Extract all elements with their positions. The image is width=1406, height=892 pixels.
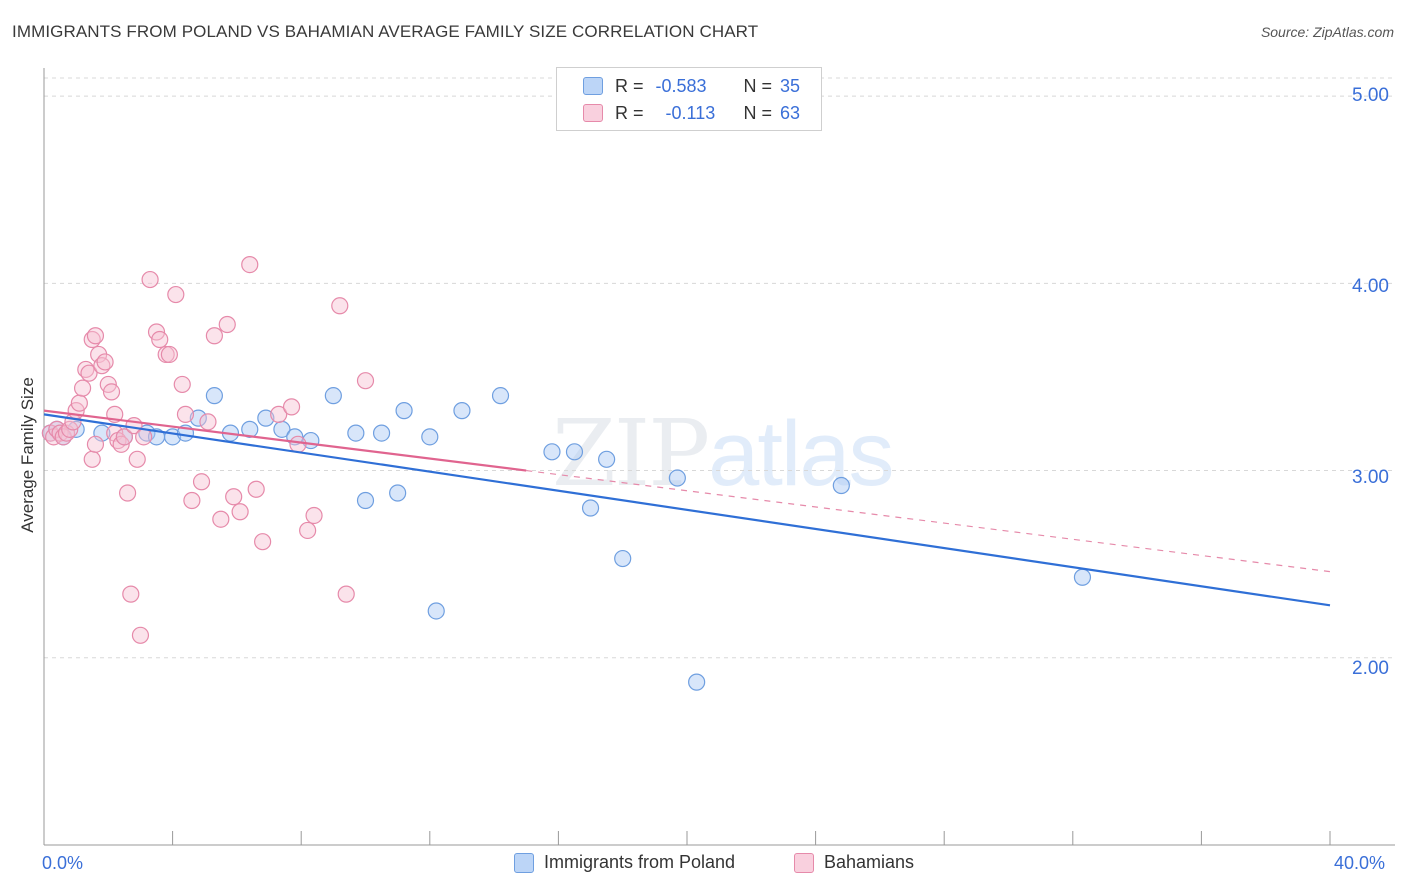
poland-point: [205, 387, 223, 405]
watermark-atlas: atlas: [708, 403, 894, 505]
poland-point: [257, 409, 275, 427]
bahamians-point: [331, 297, 349, 315]
x-tick-max: 40.0%: [1334, 853, 1386, 873]
bahamians-point: [299, 521, 317, 540]
poland-point: [389, 484, 407, 502]
poland-point: [668, 469, 686, 487]
poland-trend-line: [43, 413, 1331, 607]
bahamians-point: [231, 503, 249, 521]
bahamians-point: [86, 435, 105, 453]
poland-point: [356, 491, 375, 510]
poland-point: [421, 428, 439, 446]
poland-point: [347, 424, 365, 442]
poland-point: [832, 476, 850, 495]
r-value: -0.113: [665, 102, 716, 123]
poland-point: [581, 499, 600, 517]
y-tick-3: 3.00: [1352, 467, 1389, 488]
bahamians-point: [218, 315, 236, 334]
source-label: Source: ZipAtlas.com: [1260, 24, 1394, 40]
y-tick-2: 2.00: [1352, 658, 1389, 679]
y-tick-4: 4.00: [1352, 276, 1389, 297]
poland-point: [543, 443, 561, 461]
poland-point: [427, 602, 445, 620]
poland-point: [372, 424, 391, 442]
poland-point: [491, 387, 510, 405]
bahamians-point: [173, 375, 191, 394]
stats-legend-row-bahamians: R = -0.113 N = 63: [583, 101, 800, 125]
n-value: 63: [780, 102, 801, 123]
poland-swatch: [583, 77, 603, 95]
bahamians-trend-line: [43, 409, 527, 472]
poland-point: [688, 673, 706, 691]
bahamians-point: [83, 450, 101, 468]
bahamians-point: [80, 364, 98, 382]
bahamians-point: [86, 327, 105, 345]
bahamians-trend-extension: [526, 469, 1331, 573]
bahamians-point: [205, 327, 223, 345]
n-label: N =: [743, 75, 773, 96]
bahamians-point: [183, 491, 201, 510]
poland-point: [598, 450, 616, 468]
legend-swatch-poland: [514, 852, 534, 873]
legend-swatch-bahamians: [794, 852, 814, 873]
poland-point: [241, 420, 259, 438]
bahamians-point: [192, 473, 211, 491]
stats-legend: R = -0.583 N = 35 R = -0.113 N = 63: [556, 67, 822, 131]
bahamians-point: [135, 428, 153, 446]
poland-point: [1073, 568, 1092, 586]
bahamians-point: [247, 480, 265, 498]
n-value: 35: [780, 75, 801, 96]
poland-point: [395, 402, 413, 420]
bahamians-point: [289, 435, 307, 453]
r-label: R =: [615, 75, 644, 96]
bahamians-point: [356, 372, 375, 390]
bahamians-point: [131, 626, 150, 644]
poland-point: [189, 409, 207, 427]
x-tick-min: 0.0%: [42, 853, 84, 873]
poland-point: [565, 443, 584, 461]
bahamians-point: [118, 484, 137, 502]
y-tick-5: 5.00: [1352, 85, 1389, 106]
bahamians-point: [115, 428, 133, 446]
watermark: ZIPatlas: [552, 400, 895, 507]
bahamians-point: [122, 585, 140, 603]
legend-item-bahamians: Bahamians: [794, 852, 914, 873]
stats-legend-row-poland: R = -0.583 N = 35: [583, 74, 800, 98]
legend-label-poland: Immigrants from Poland: [544, 852, 736, 872]
bahamians-swatch: [583, 104, 603, 122]
watermark-zip: ZIP: [552, 400, 710, 507]
bahamians-point: [128, 450, 146, 468]
bahamians-point: [176, 405, 195, 423]
bahamians-point: [167, 285, 185, 304]
bahamians-point: [270, 405, 288, 423]
chart-title: IMMIGRANTS FROM POLAND VS BAHAMIAN AVERA…: [12, 22, 759, 41]
bahamians-point: [282, 398, 301, 416]
bahamians-point: [337, 585, 355, 603]
bahamians-point: [199, 413, 217, 431]
bahamians-point: [225, 488, 243, 506]
poland-point: [614, 549, 632, 568]
bahamians-point: [254, 533, 272, 551]
bahamians-point: [141, 270, 159, 289]
bahamians-point: [241, 255, 259, 274]
poland-point: [324, 387, 342, 405]
r-value: -0.583: [655, 75, 707, 96]
bahamians-point: [102, 383, 121, 401]
bahamians-point: [212, 510, 230, 528]
bahamians-point: [160, 345, 178, 364]
bahamians-point: [73, 379, 92, 397]
bahamians-point: [305, 506, 323, 525]
n-label: N =: [743, 102, 773, 123]
legend-item-poland: Immigrants from Poland: [514, 852, 735, 873]
legend-label-bahamians: Bahamians: [824, 852, 915, 872]
bahamians-point: [96, 353, 114, 371]
bahamians-point: [70, 394, 88, 412]
r-label: R =: [615, 102, 644, 123]
bahamians-point: [151, 330, 169, 349]
poland-point: [453, 402, 471, 420]
